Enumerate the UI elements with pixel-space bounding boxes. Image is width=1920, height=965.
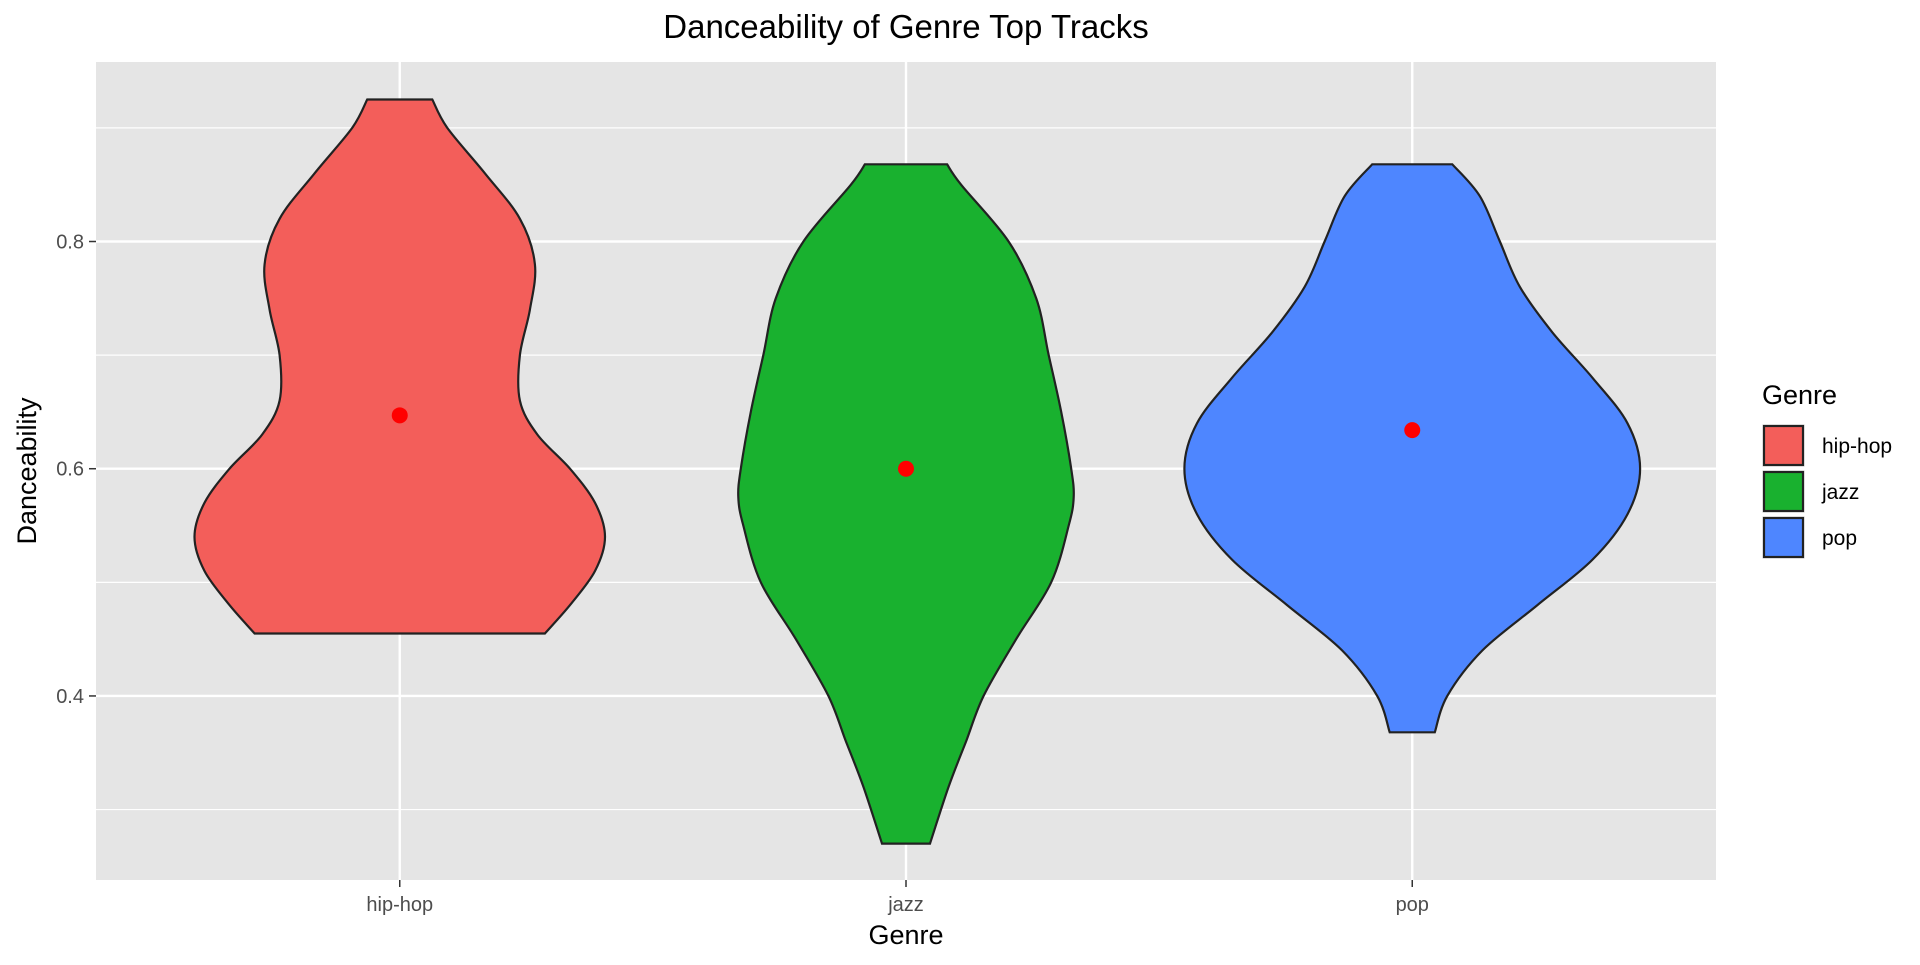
legend-title: Genre: [1762, 380, 1837, 410]
mean-point-hip-hop: [391, 407, 408, 424]
legend-swatch-jazz: [1762, 470, 1805, 513]
mean-points: [391, 407, 1421, 477]
legend-swatch-pop: [1762, 516, 1805, 559]
y-tick-label: 0.8: [56, 232, 84, 254]
legend-swatch-hip-hop: [1762, 424, 1805, 467]
legend-label-jazz: jazz: [1821, 481, 1859, 504]
mean-point-pop: [1404, 422, 1421, 439]
x-axis-title: Genre: [868, 920, 943, 950]
chart-title: Danceability of Genre Top Tracks: [663, 8, 1148, 45]
legend: Genre hip-hop jazz pop: [1762, 380, 1892, 559]
violin-jazz: [737, 163, 1075, 845]
x-tick-label: hip-hop: [366, 894, 433, 916]
violin-pop: [1183, 163, 1642, 734]
violin-hip-hop: [193, 98, 607, 635]
y-tick-label: 0.6: [56, 459, 84, 481]
x-tick-label: pop: [1396, 894, 1429, 916]
y-axis-title: Danceability: [12, 397, 42, 545]
legend-entries: hip-hop jazz pop: [1762, 424, 1892, 559]
legend-label-pop: pop: [1822, 527, 1857, 550]
violins: [193, 98, 1642, 845]
legend-label-hip-hop: hip-hop: [1822, 435, 1892, 458]
mean-point-jazz: [898, 460, 914, 477]
axes: 0.4 0.6 0.8 hip-hop jazz pop: [56, 232, 1429, 916]
x-tick-label: jazz: [887, 894, 924, 916]
y-tick-label: 0.4: [56, 686, 84, 708]
